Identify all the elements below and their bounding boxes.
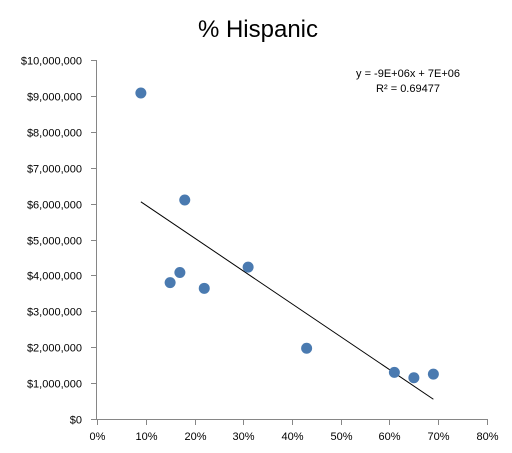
data-point (301, 342, 313, 354)
y-tick-label: $0 (70, 415, 82, 427)
x-axis-ticks: 0% 10% 20% 30% 40% 50% 60% 70% 80% (90, 419, 499, 443)
trendline-r-squared: R² = 0.69477 (376, 83, 440, 95)
y-tick-label: $7,000,000 (27, 164, 82, 176)
data-point (179, 194, 191, 206)
y-tick-label: $10,000,000 (21, 56, 82, 68)
trendline-equation: y = -9E+06x + 7E+06 (356, 68, 460, 80)
data-point (198, 282, 210, 294)
x-tick-label: 0% (90, 431, 106, 443)
x-tick-label: 50% (330, 431, 352, 443)
y-tick-label: $8,000,000 (27, 128, 82, 140)
data-point (164, 277, 176, 289)
x-tick-label: 70% (427, 431, 449, 443)
y-tick-label: $3,000,000 (27, 307, 82, 319)
trendline (140, 201, 434, 400)
y-tick-label: $2,000,000 (27, 343, 82, 355)
y-axis-ticks: $0 $1,000,000 $2,000,000 $3,000,000 $4,000,0… (21, 56, 97, 427)
data-point (135, 87, 147, 99)
y-tick-label: $1,000,000 (27, 379, 82, 391)
data-point (174, 267, 186, 279)
y-tick-label: $4,000,000 (27, 271, 82, 283)
x-tick-label: 10% (135, 431, 157, 443)
x-tick-label: 20% (184, 431, 206, 443)
x-tick-label: 60% (378, 431, 400, 443)
data-points (135, 87, 439, 384)
x-tick-label: 80% (476, 431, 498, 443)
chart-title: % Hispanic (198, 16, 318, 43)
y-tick-label: $9,000,000 (27, 92, 82, 104)
data-point (242, 261, 254, 273)
data-point (427, 368, 439, 380)
x-tick-label: 40% (281, 431, 303, 443)
y-tick-label: $5,000,000 (27, 236, 82, 248)
data-point (408, 372, 420, 384)
y-tick-label: $6,000,000 (27, 200, 82, 212)
x-tick-label: 30% (232, 431, 254, 443)
data-point (388, 366, 400, 378)
